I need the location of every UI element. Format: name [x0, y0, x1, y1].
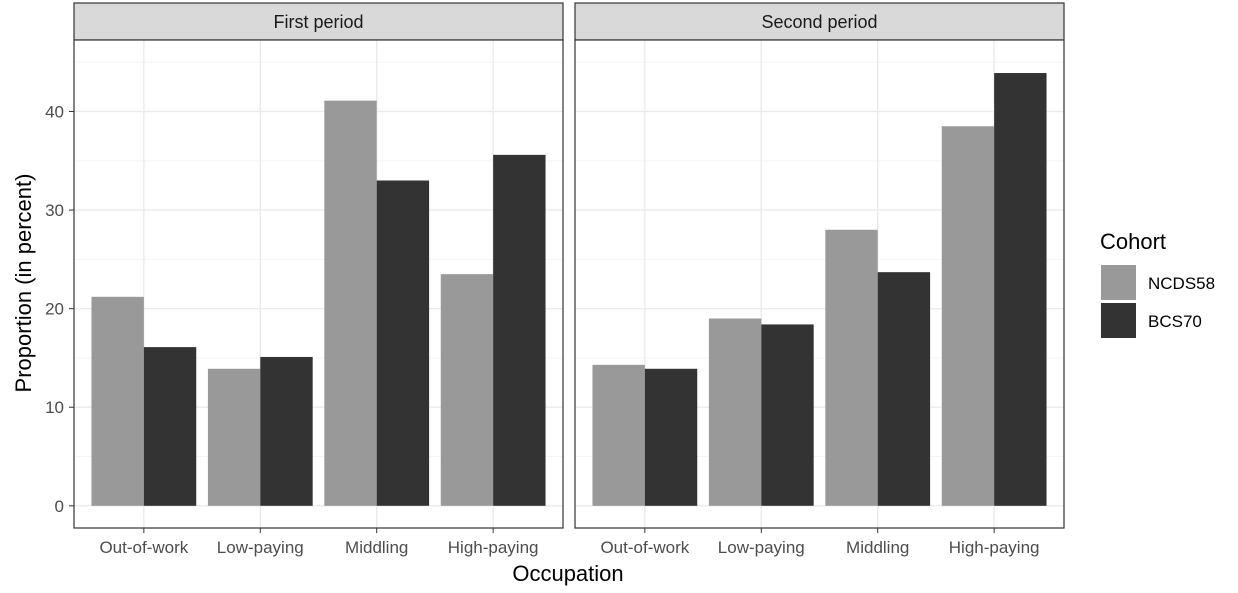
bar-bcs70-middling	[376, 180, 430, 506]
facet-1-bars	[91, 100, 546, 506]
legend-swatch	[1101, 303, 1136, 338]
bar-bcs70-out-of-work	[143, 347, 197, 506]
bar-bcs70-middling	[877, 272, 931, 506]
bar-ncds58-high-paying	[440, 274, 494, 506]
y-tick-label: 40	[45, 102, 64, 121]
bar-ncds58-middling	[825, 229, 878, 506]
x-axis-title: Occupation	[512, 561, 623, 586]
x-tick-label: High-paying	[448, 538, 539, 557]
legend-label: BCS70	[1148, 312, 1202, 331]
bar-bcs70-out-of-work	[644, 368, 698, 506]
legend: Cohort NCDS58 BCS70	[1100, 229, 1215, 338]
y-tick-label: 30	[45, 201, 64, 220]
x-tick-label: Out-of-work	[99, 538, 188, 557]
bar-bcs70-high-paying	[493, 154, 546, 506]
y-axis: 0 10 20 30 40	[45, 102, 74, 516]
legend-item-ncds58: NCDS58	[1101, 265, 1215, 300]
x-tick-label: Low-paying	[217, 538, 304, 557]
y-tick-label: 0	[55, 497, 64, 516]
bar-bcs70-high-paying	[994, 73, 1047, 506]
bar-ncds58-middling	[324, 100, 377, 506]
y-tick-label: 10	[45, 398, 64, 417]
facet-strip	[73, 2, 564, 41]
panel-border	[574, 39, 1065, 529]
legend-label: NCDS58	[1148, 274, 1215, 293]
bar-ncds58-high-paying	[941, 126, 995, 506]
bar-bcs70-low-paying	[761, 324, 814, 506]
bar-ncds58-out-of-work	[592, 364, 645, 506]
y-tick-label: 20	[45, 300, 64, 319]
legend-title: Cohort	[1100, 229, 1166, 254]
x-axis: Out-of-work Low-paying Middling High-paying…	[99, 528, 1040, 557]
x-tick-label: Middling	[345, 538, 408, 557]
facet-strip	[574, 2, 1065, 41]
x-tick-label: Low-paying	[718, 538, 805, 557]
facet-panel-1: First period	[73, 2, 564, 529]
bar-ncds58-low-paying	[708, 318, 762, 506]
panel-border	[73, 39, 564, 529]
bar-ncds58-out-of-work	[91, 296, 144, 506]
facet-2-bars	[592, 73, 1047, 506]
legend-item-bcs70: BCS70	[1101, 303, 1202, 338]
y-axis-title: Proportion (in percent)	[11, 174, 36, 393]
facet-title: First period	[273, 12, 363, 32]
facet-panels: First period Second period	[73, 2, 1065, 529]
bar-ncds58-low-paying	[207, 368, 261, 506]
x-tick-label: High-paying	[949, 538, 1040, 557]
facet-title: Second period	[761, 12, 877, 32]
x-tick-label: Middling	[846, 538, 909, 557]
x-tick-label: Out-of-work	[600, 538, 689, 557]
legend-swatch	[1101, 265, 1136, 300]
facet-panel-2: Second period	[574, 2, 1065, 529]
bar-bcs70-low-paying	[260, 356, 313, 506]
